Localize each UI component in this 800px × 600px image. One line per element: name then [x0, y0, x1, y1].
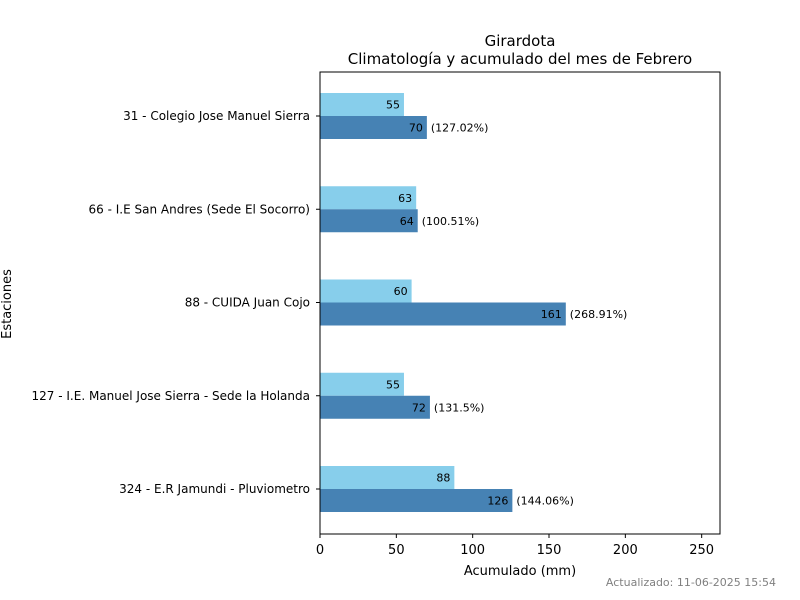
- y-tick-label: 324 - E.R Jamundi - Pluviometro: [119, 482, 310, 496]
- y-tick-label: 66 - I.E San Andres (Sede El Socorro): [89, 202, 310, 216]
- x-tick-label: 250: [689, 543, 714, 558]
- bar-series1-5: [320, 466, 455, 489]
- percent-label: (127.02%): [431, 122, 489, 135]
- x-tick-label: 50: [388, 543, 405, 558]
- bar-value-label: 88: [436, 472, 450, 485]
- chart-title: Girardota: [485, 32, 556, 50]
- bar-value-label: 55: [386, 99, 400, 112]
- y-tick-labels: 31 - Colegio Jose Manuel Sierra 66 - I.E …: [32, 109, 320, 496]
- bar-series1-4: [320, 372, 404, 396]
- bar-value-label: 55: [386, 378, 400, 391]
- x-tick-label: 100: [460, 543, 485, 558]
- x-tick-label: 150: [537, 543, 562, 558]
- bar-series1-3: [320, 279, 412, 303]
- bar-value-label: 70: [409, 122, 423, 135]
- x-tick-label: 200: [613, 543, 638, 558]
- bars-group: 55 70 (127.02%) 63 64 (100.51%) 60 161 (268.91%)…: [320, 93, 627, 512]
- bar-series2-2: [320, 209, 418, 233]
- bar-value-label: 63: [398, 192, 412, 205]
- bar-series1-1: [320, 93, 404, 116]
- bar-value-label: 126: [487, 495, 508, 508]
- y-tick-label: 88 - CUIDA Juan Cojo: [185, 296, 310, 310]
- bar-value-label: 72: [412, 401, 426, 414]
- x-ticks: 0 50 100 150 200 250: [316, 534, 714, 558]
- bar-series2-3: [320, 302, 566, 326]
- bar-series2-4: [320, 395, 430, 419]
- y-tick-label: 31 - Colegio Jose Manuel Sierra: [123, 109, 310, 123]
- percent-label: (268.91%): [570, 308, 628, 321]
- bar-series2-1: [320, 116, 427, 139]
- bar-series2-5: [320, 489, 513, 512]
- bar-value-label: 161: [541, 308, 562, 321]
- percent-label: (100.51%): [422, 215, 480, 228]
- y-tick-label: 127 - I.E. Manuel Jose Sierra - Sede la …: [32, 389, 310, 403]
- chart-subtitle: Climatología y acumulado del mes de Febr…: [348, 50, 692, 68]
- bar-series1-2: [320, 186, 417, 210]
- x-axis-label: Acumulado (mm): [464, 564, 576, 579]
- percent-label: (131.5%): [434, 401, 485, 414]
- updated-timestamp: Actualizado: 11-06-2025 15:54: [606, 576, 776, 589]
- bar-value-label: 60: [394, 285, 408, 298]
- bar-value-label: 64: [400, 215, 414, 228]
- plot-frame: [319, 71, 721, 535]
- y-axis-label: Estaciones: [0, 269, 15, 339]
- x-tick-label: 0: [316, 543, 324, 558]
- percent-label: (144.06%): [516, 495, 574, 508]
